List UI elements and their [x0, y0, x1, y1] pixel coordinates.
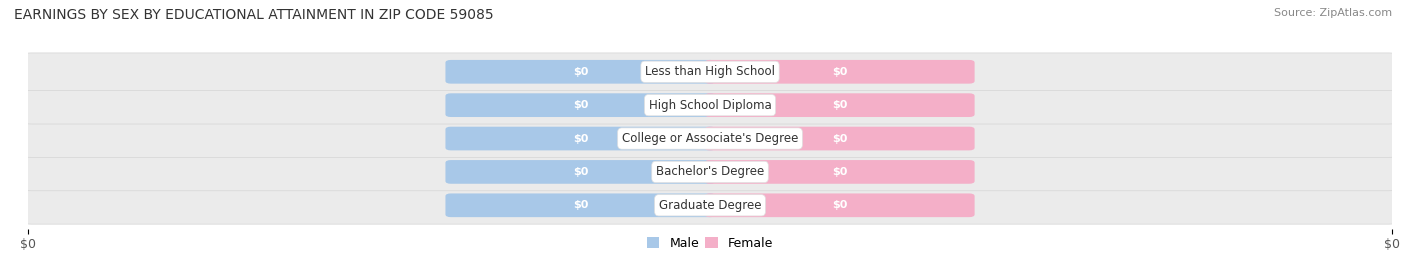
Text: $0: $0	[572, 167, 588, 177]
FancyBboxPatch shape	[704, 127, 974, 150]
Text: Bachelor's Degree: Bachelor's Degree	[657, 165, 763, 178]
Text: $0: $0	[832, 133, 848, 144]
Text: $0: $0	[572, 100, 588, 110]
Text: $0: $0	[832, 67, 848, 77]
FancyBboxPatch shape	[446, 160, 716, 184]
Legend: Male, Female: Male, Female	[643, 232, 778, 255]
Text: Graduate Degree: Graduate Degree	[659, 199, 761, 212]
Text: Source: ZipAtlas.com: Source: ZipAtlas.com	[1274, 8, 1392, 18]
FancyBboxPatch shape	[446, 93, 716, 117]
FancyBboxPatch shape	[446, 60, 716, 84]
Text: $0: $0	[572, 200, 588, 210]
Text: $0: $0	[832, 200, 848, 210]
Text: $0: $0	[572, 133, 588, 144]
Text: High School Diploma: High School Diploma	[648, 99, 772, 112]
FancyBboxPatch shape	[20, 120, 1400, 157]
Text: $0: $0	[832, 167, 848, 177]
Text: Less than High School: Less than High School	[645, 65, 775, 78]
Text: EARNINGS BY SEX BY EDUCATIONAL ATTAINMENT IN ZIP CODE 59085: EARNINGS BY SEX BY EDUCATIONAL ATTAINMEN…	[14, 8, 494, 22]
FancyBboxPatch shape	[704, 60, 974, 84]
FancyBboxPatch shape	[20, 53, 1400, 91]
FancyBboxPatch shape	[704, 93, 974, 117]
FancyBboxPatch shape	[446, 193, 716, 217]
Text: $0: $0	[832, 100, 848, 110]
FancyBboxPatch shape	[446, 127, 716, 150]
FancyBboxPatch shape	[704, 193, 974, 217]
Text: College or Associate's Degree: College or Associate's Degree	[621, 132, 799, 145]
FancyBboxPatch shape	[20, 186, 1400, 224]
FancyBboxPatch shape	[20, 86, 1400, 124]
FancyBboxPatch shape	[20, 153, 1400, 191]
Text: $0: $0	[572, 67, 588, 77]
FancyBboxPatch shape	[704, 160, 974, 184]
